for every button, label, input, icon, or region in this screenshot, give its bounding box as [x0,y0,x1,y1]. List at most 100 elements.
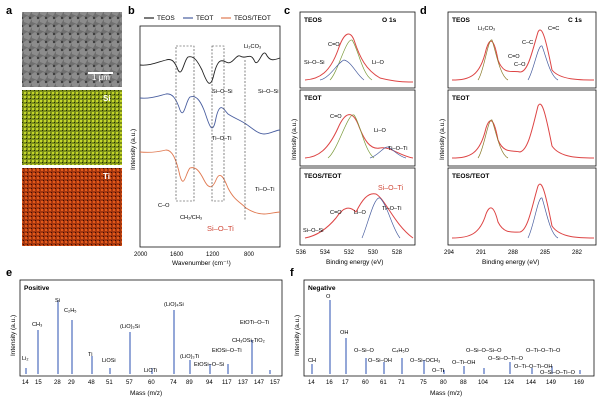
f-label-otiotioh: O–Ti–O–Ti–OH [514,364,552,370]
c-teos-peak-3: Si–O–Si [304,60,325,66]
ti-map [22,168,122,246]
c-mix-peak-5: Si–O–Si [303,228,324,234]
f-label-otioh: O–Ti–OH [452,360,475,366]
e-label-ch3: CH₃ [32,322,42,328]
e-label-etosio: EtOSi–O–Ti [212,348,242,354]
sem-image [22,12,122,87]
f-xtick-14: 169 [574,380,585,386]
b-label-co: C–O [158,203,170,209]
e-xtick-13: 137 [238,380,249,386]
e-xtick-11: 94 [206,380,213,386]
d-teos-title: TEOS [452,17,471,24]
f-xtick-10: 104 [478,380,489,386]
f-xlabel: Mass (m/z) [430,390,462,397]
f-title: Negative [308,285,336,292]
f-label-oh: OH [340,330,348,336]
panel-e-frame [19,279,283,377]
e-ylabel: Intensity (a.u.) [10,315,17,356]
e-xtick-15: 157 [270,380,281,386]
f-label-osiosio: O–Si–O–Si–O [466,348,502,354]
panel-a-letter: a [6,5,13,17]
c-xtick-1: 536 [296,250,307,256]
e-xtick-6: 51 [106,380,113,386]
b-xtick-4: 800 [244,252,255,258]
panel-f-letter: f [290,267,294,279]
f-label-ooooh: O–Si–O–Ti–O [540,370,576,376]
c-xtick-2: 534 [320,250,331,256]
f-label-o: O [326,294,331,300]
c-teot-peak-3: Ti–O–Ti [388,146,407,152]
b-xtick-2: 1600 [170,252,184,258]
e-label-si: Si [55,298,60,304]
legend-teot: TEOT [196,15,213,22]
f-label-otiotio: O–Ti–O–Ti–O [526,348,561,354]
c-teot-peak-2: Li–O [374,128,386,134]
f-label-osiotio: O–Si–O–Ti–O [488,356,524,362]
highlight-box-2 [211,45,225,202]
f-peaks [311,300,581,374]
b-label-li2co3: Li₂CO₃ [244,44,261,50]
f-label-oti: O–Ti [432,368,444,374]
b-label-siosi-1: Si–O–Si [212,89,233,95]
e-label-ti: Ti [88,352,92,358]
c-sub-teos: TEOS O 1s C=O Li–O Si–O–Si [299,11,416,89]
c-header: O 1s [382,17,397,24]
panel-f-frame [303,279,595,377]
c-xtick-4: 530 [368,250,379,256]
d-peak-2: C=O [508,54,520,60]
d-header: C 1s [568,17,582,24]
e-label-etoti: EtOTi–O–Ti [240,320,269,326]
teos-spectrum [139,52,281,84]
c-sub-teosteot: TEOS/TEOT Si–O–Ti C=O Li–O Ti–O–Ti Si–O–… [299,167,416,246]
panel-c-letter: c [284,5,290,17]
c-xtick-5: 528 [392,250,403,256]
c-teot-peak-1: C=O [330,114,342,120]
e-xtick-10: 89 [186,380,193,386]
e-label-c2h5: C₂H₅ [64,308,77,314]
f-xtick-1: 14 [308,380,315,386]
legend-teos-teot: TEOS/TEOT [234,15,271,22]
f-label-osioh: O–Si–OH [368,358,392,364]
panel-b-letter: b [128,5,135,17]
f-xtick-11: 124 [504,380,515,386]
b-label-ch: CH₂/CH₃ [180,215,202,221]
d-xtick-1: 294 [444,250,455,256]
e-label-lio3si: (LiO)₃Si [120,324,140,330]
f-xtick-9: 88 [460,380,467,386]
e-label-lioti: LiOTi [144,368,157,374]
e-xtick-14: 147 [254,380,265,386]
panel-d-letter: d [420,5,427,17]
scalebar-label: 1 μm [92,73,110,82]
e-xtick-3: 28 [54,380,61,386]
f-xtick-8: 80 [440,380,447,386]
e-label-lio4si: (LiO)₄Si [164,302,184,308]
d-xtick-3: 288 [508,250,519,256]
d-ylabel: Intensity (a.u.) [439,119,446,160]
e-xtick-5: 48 [88,380,95,386]
c-teos-peak-2: Li–O [372,60,384,66]
panel-b-frame [139,25,281,248]
e-xtick-1: 14 [22,380,29,386]
c-xtick-3: 532 [344,250,355,256]
teos-teot-spectrum [139,149,281,215]
b-label-siot: Si–O–Ti [207,224,234,233]
e-label-etoosi: EtOSi–O–Si [194,362,224,368]
e-xtick-8: 60 [148,380,155,386]
c-teot-title: TEOT [304,95,322,102]
c-mix-peak-4: Ti–O–Ti [382,206,401,212]
d-sub-teos: TEOS C 1s Li₂CO₃ C=O C–O C–C C=C [447,11,597,89]
f-label-ch: CH [308,358,316,364]
d-sub-teot: TEOT [447,89,597,167]
f-label-osio: O–Si–O [354,348,375,354]
e-xtick-7: 57 [126,380,133,386]
f-xtick-3: 17 [342,380,349,386]
b-xtick-1: 2000 [134,252,148,258]
e-xtick-9: 74 [170,380,177,386]
d-sub-teosteot: TEOS/TEOT [447,167,597,246]
e-xtick-4: 29 [68,380,75,386]
e-xtick-12: 117 [222,380,232,386]
teot-spectrum [139,93,281,135]
e-peaks [25,300,271,374]
f-ylabel: Intensity (a.u.) [294,315,301,356]
